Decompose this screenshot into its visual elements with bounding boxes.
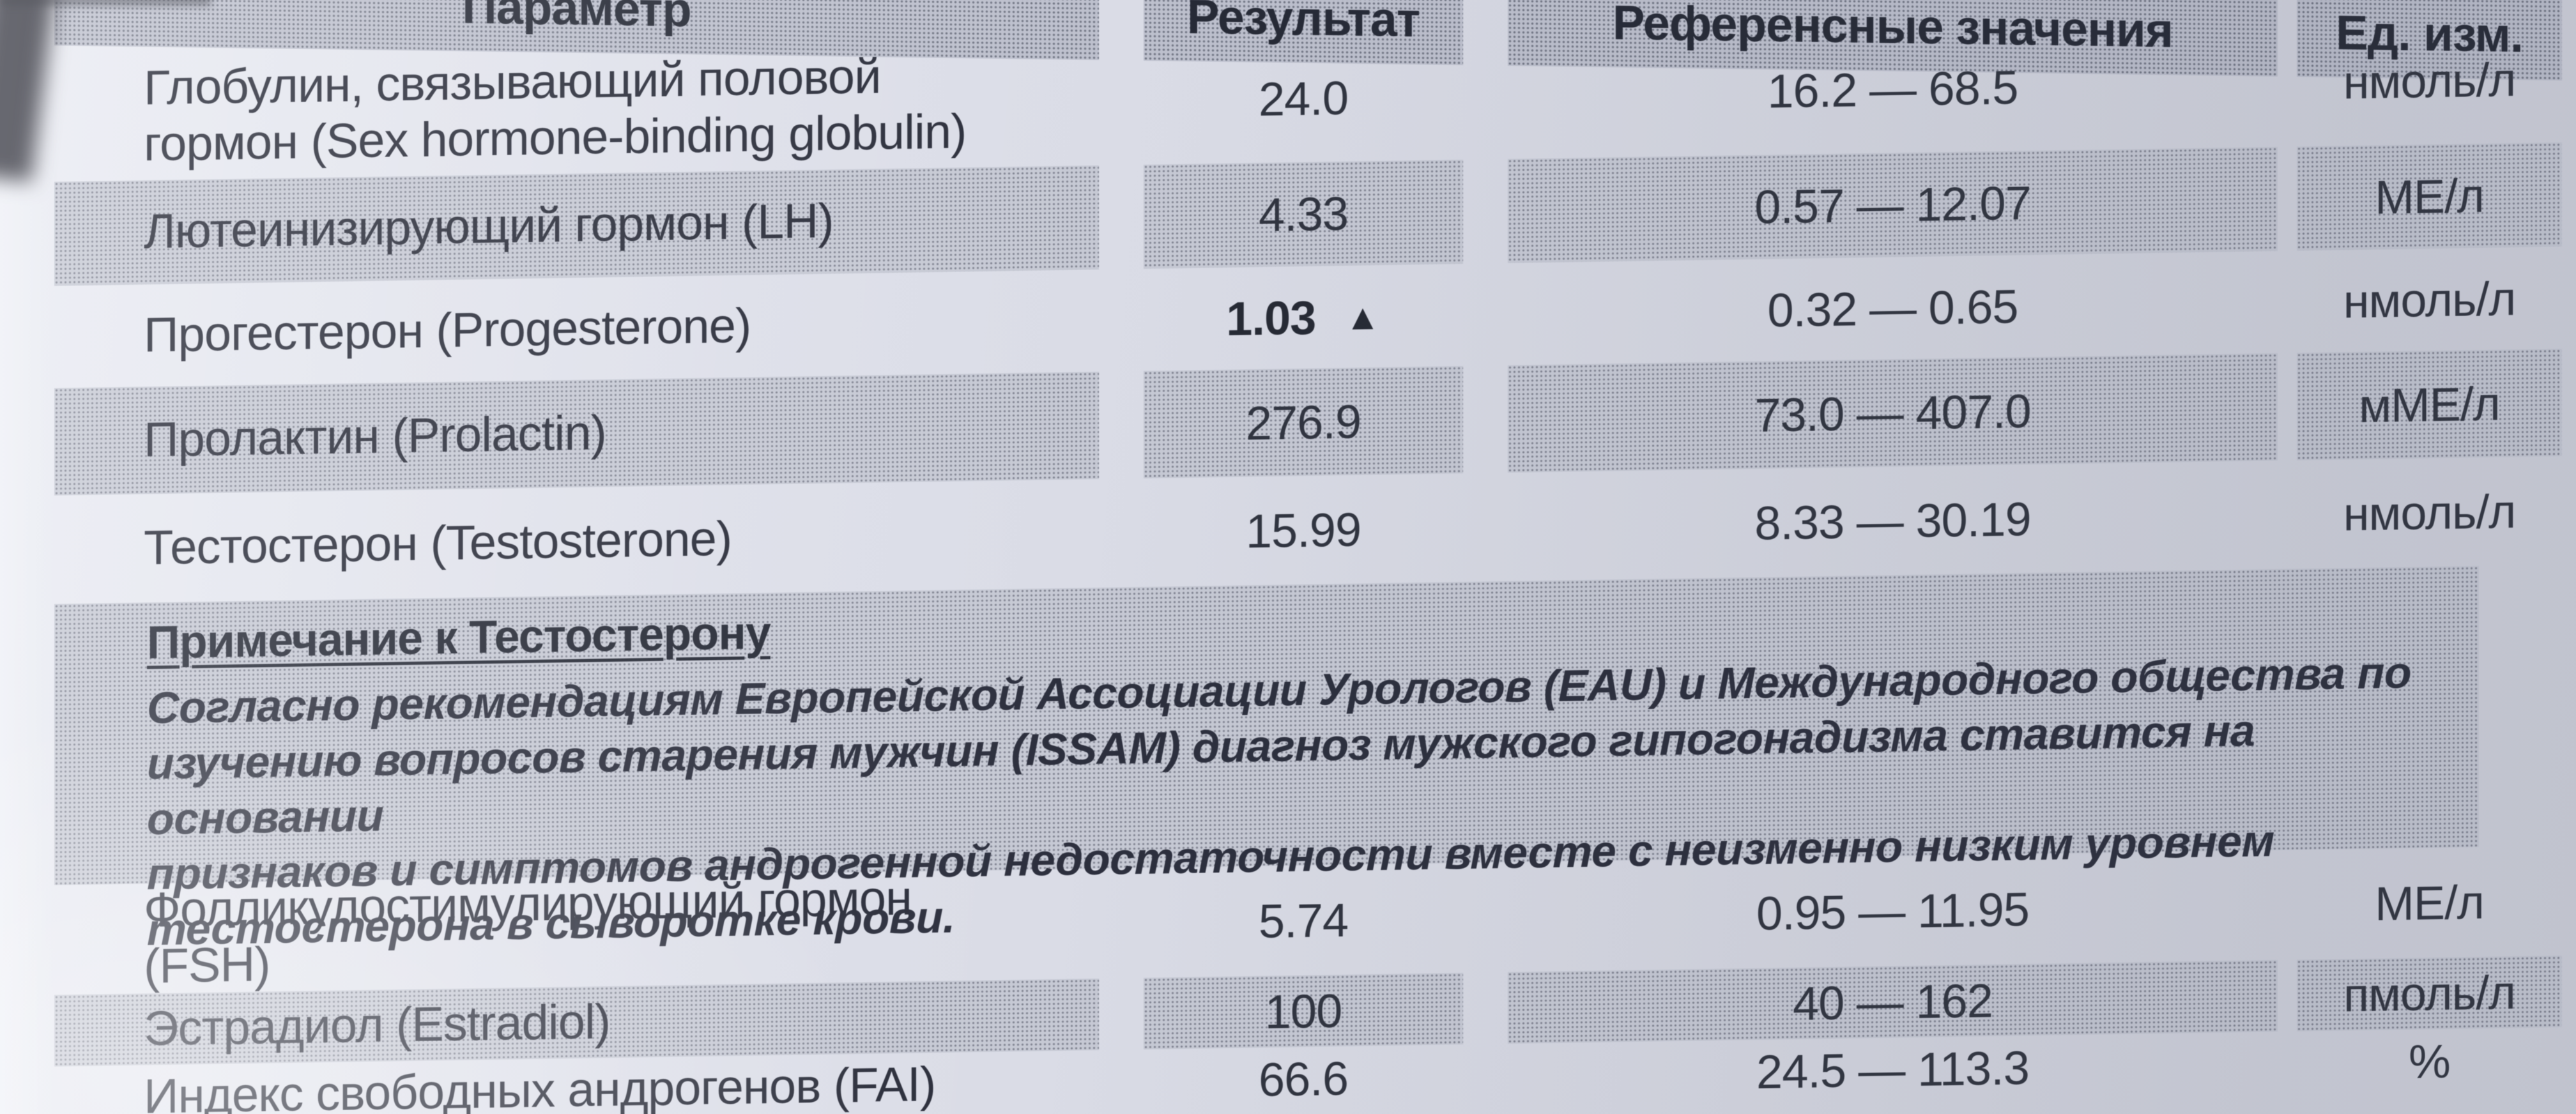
param-cell-text: Глобулин, связывающий половой гормон (Se… [144, 49, 967, 172]
unit-cell: нмоль/л [2297, 247, 2562, 353]
result-cell: 4.33 [1144, 160, 1463, 269]
reference-cell-text: 16.2 — 68.5 [1767, 60, 2018, 118]
param-cell-text: Пролактин (Prolactin) [144, 406, 606, 468]
unit-cell-text: нмоль/л [2343, 271, 2516, 328]
result-cell-text: 100 [1264, 984, 1342, 1039]
unit-cell: нмоль/л [2297, 456, 2562, 569]
reference-cell-text: 0.32 — 0.65 [1767, 279, 2018, 337]
reference-cell: 16.2 — 68.5 [1508, 19, 2278, 159]
unit-cell-text: пмоль/л [2343, 965, 2515, 1021]
reference-cell: 0.32 — 0.65 [1508, 251, 2278, 365]
param-cell-text: Прогестерон (Progesterone) [144, 298, 751, 363]
unit-cell: % [2297, 1027, 2562, 1095]
param-cell-text: Эстрадиол (Estradiol) [144, 994, 611, 1057]
unit-cell: МЕ/л [2297, 142, 2562, 251]
reference-cell-text: 0.95 — 11.95 [1756, 882, 2029, 940]
result-cell-text: 276.9 [1245, 395, 1361, 450]
table-rows-upper: Глобулин, связывающий половой гормон (Se… [0, 15, 2576, 605]
unit-cell-text: нмоль/л [2343, 52, 2516, 109]
result-cell: 1.03 ▲ [1144, 264, 1463, 371]
unit-cell: пмоль/л [2297, 956, 2562, 1032]
unit-cell: нмоль/л [2297, 15, 2562, 147]
testosterone-note: Примечание к Тестостерону Согласно реком… [54, 566, 2479, 955]
column-header-label: Параметр [462, 0, 691, 37]
param-cell: Фолликулостимулирующий гормон (FSH) [54, 869, 1099, 995]
reference-cell-text: 0.57 — 12.07 [1754, 176, 2031, 234]
reference-cell-text: 73.0 — 407.0 [1754, 384, 2031, 442]
reference-cell: 40 — 162 [1508, 959, 2278, 1044]
result-cell: 66.6 [1144, 1044, 1463, 1113]
param-cell: Прогестерон (Progesterone) [54, 270, 1099, 388]
result-cell-text: 15.99 [1245, 503, 1361, 558]
table-rows-lower: Фолликулостимулирующий гормон (FSH) 5.74 0… [0, 846, 2576, 1114]
result-cell: 15.99 [1144, 473, 1463, 587]
unit-cell-text: МЕ/л [2375, 169, 2484, 224]
high-value-flag-icon: ▲ [1345, 296, 1381, 337]
result-cell-text: 24.0 [1258, 71, 1349, 126]
results-table: Глобулин, связывающий половой гормон (Se… [0, 15, 2576, 1114]
result-cell-text: 5.74 [1258, 893, 1349, 948]
reference-cell: 0.95 — 11.95 [1508, 850, 2278, 972]
param-cell: Тестостерон (Testosterone) [54, 479, 1099, 604]
reference-cell-text: 40 — 162 [1793, 973, 1993, 1030]
param-cell-text: Тестостерон (Testosterone) [144, 511, 732, 576]
unit-cell-text: % [2409, 1034, 2450, 1088]
result-cell-text: 4.33 [1258, 187, 1349, 242]
unit-cell: МЕ/л [2297, 846, 2562, 960]
param-cell: Глобулин, связывающий половой гормон (Se… [54, 38, 1099, 182]
reference-cell: 24.5 — 113.3 [1508, 1032, 2278, 1108]
reference-cell-text: 24.5 — 113.3 [1756, 1041, 2029, 1099]
param-cell: Пролактин (Prolactin) [54, 371, 1099, 496]
result-cell: 100 [1144, 973, 1463, 1049]
unit-cell-text: МЕ/л [2375, 875, 2484, 931]
result-cell: 5.74 [1144, 863, 1463, 978]
result-cell: 24.0 [1144, 32, 1463, 165]
param-cell-text: Лютеинизирующий гормон (LH) [144, 194, 834, 259]
param-cell: Лютеинизирующий гормон (LH) [54, 165, 1099, 286]
paper-left-margin [0, 0, 54, 1114]
reference-cell: 0.57 — 12.07 [1508, 146, 2278, 263]
param-cell-text: Фолликулостимулирующий гормон (FSH) [144, 871, 912, 994]
reference-cell: 8.33 — 30.19 [1508, 461, 2278, 581]
unit-cell-text: мМЕ/л [2359, 377, 2500, 432]
result-cell-text: 1.03 [1226, 291, 1316, 346]
result-cell: 276.9 [1144, 366, 1463, 478]
reference-cell-text: 8.33 — 30.19 [1754, 492, 2031, 550]
reference-cell: 73.0 — 407.0 [1508, 353, 2278, 473]
unit-cell-text: нмоль/л [2343, 484, 2516, 540]
unit-cell: мМЕ/л [2297, 349, 2562, 461]
param-cell-text: Индекс свободных андрогенов (FAI) [144, 1057, 936, 1114]
result-cell-text: 66.6 [1258, 1051, 1349, 1106]
photo-edge-shadow [0, 0, 211, 5]
